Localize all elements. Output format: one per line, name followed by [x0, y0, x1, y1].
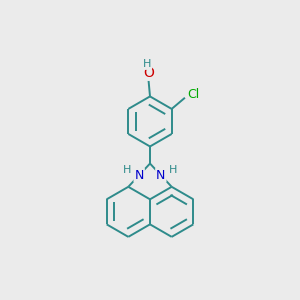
- Text: O: O: [143, 66, 154, 80]
- Text: H: H: [169, 165, 177, 175]
- Text: H: H: [143, 59, 151, 69]
- Text: N: N: [134, 169, 144, 182]
- Text: Cl: Cl: [188, 88, 200, 101]
- Text: H: H: [123, 165, 131, 175]
- Text: N: N: [156, 169, 166, 182]
